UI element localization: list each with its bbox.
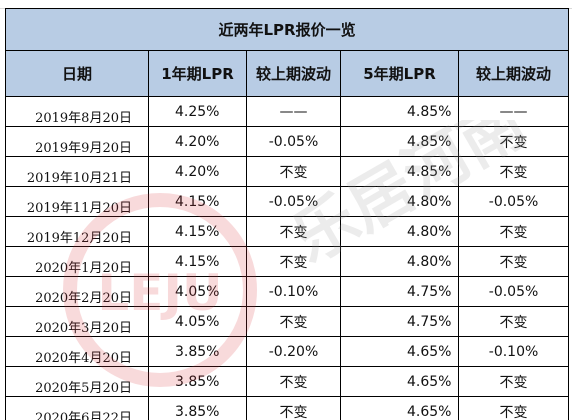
lpr-1y-cell: 3.85% bbox=[148, 366, 247, 397]
header-row: 日期 1年期LPR 较上期波动 5年期LPR 较上期波动 bbox=[5, 50, 570, 97]
lpr-1y-cell: 4.15% bbox=[148, 246, 247, 277]
lpr-1y-cell: 4.05% bbox=[148, 276, 247, 307]
change-5y-cell: -0.10% bbox=[457, 336, 570, 367]
change-5y-cell: -0.05% bbox=[457, 276, 570, 307]
lpr-5y-cell: 4.85% bbox=[340, 126, 459, 157]
lpr-1y-cell: 3.85% bbox=[148, 396, 247, 420]
date-cell: 2019年12月20日 bbox=[5, 216, 149, 247]
date-cell: 2020年4月20日 bbox=[5, 336, 149, 367]
change-5y-cell: 不变 bbox=[457, 366, 570, 397]
change-5y-cell: 不变 bbox=[457, 246, 570, 277]
table-title: 近两年LPR报价一览 bbox=[4, 8, 570, 51]
date-cell: 2019年9月20日 bbox=[5, 126, 149, 157]
change-1y-cell: -0.10% bbox=[246, 276, 341, 307]
change-5y-cell: 不变 bbox=[457, 126, 570, 157]
lpr-1y-cell: 4.20% bbox=[148, 156, 247, 187]
date-cell: 2020年3月20日 bbox=[5, 306, 149, 337]
table-row: 2020年1月20日 4.15% 不变 4.80% 不变 bbox=[5, 246, 570, 277]
header-1y-change: 较上期波动 bbox=[246, 50, 341, 97]
date-cell: 2019年11月20日 bbox=[5, 186, 149, 217]
table-row: 2020年6月22日 3.85% 不变 4.65% 不变 bbox=[5, 396, 570, 420]
change-1y-cell: -0.05% bbox=[246, 186, 341, 217]
lpr-5y-cell: 4.80% bbox=[340, 216, 459, 247]
change-5y-cell: 不变 bbox=[457, 306, 570, 337]
table-row: 2020年3月20日 4.05% 不变 4.75% 不变 bbox=[5, 306, 570, 337]
table-row: 2019年12月20日 4.15% 不变 4.80% 不变 bbox=[5, 216, 570, 247]
lpr-5y-cell: 4.75% bbox=[340, 276, 459, 307]
lpr-5y-cell: 4.65% bbox=[340, 366, 459, 397]
lpr-5y-cell: 4.85% bbox=[340, 96, 459, 127]
change-5y-cell: 不变 bbox=[457, 216, 570, 247]
header-5y-lpr: 5年期LPR bbox=[340, 50, 459, 97]
lpr-1y-cell: 4.25% bbox=[148, 96, 247, 127]
lpr-1y-cell: 3.85% bbox=[148, 336, 247, 367]
date-cell: 2019年10月21日 bbox=[5, 156, 149, 187]
table-row: 2019年9月20日 4.20% -0.05% 4.85% 不变 bbox=[5, 126, 570, 157]
lpr-5y-cell: 4.80% bbox=[340, 186, 459, 217]
date-cell: 2020年5月20日 bbox=[5, 366, 149, 397]
table-row: 2019年8月20日 4.25% —— 4.85% —— bbox=[5, 96, 570, 127]
lpr-5y-cell: 4.85% bbox=[340, 156, 459, 187]
change-1y-cell: 不变 bbox=[246, 306, 341, 337]
change-5y-cell: 不变 bbox=[457, 156, 570, 187]
lpr-5y-cell: 4.65% bbox=[340, 336, 459, 367]
table-row: 2019年10月21日 4.20% 不变 4.85% 不变 bbox=[5, 156, 570, 187]
date-cell: 2019年8月20日 bbox=[5, 96, 149, 127]
lpr-5y-cell: 4.80% bbox=[340, 246, 459, 277]
date-cell: 2020年6月22日 bbox=[5, 396, 149, 420]
date-cell: 2020年2月20日 bbox=[5, 276, 149, 307]
change-1y-cell: 不变 bbox=[246, 246, 341, 277]
change-1y-cell: 不变 bbox=[246, 216, 341, 247]
change-1y-cell: -0.20% bbox=[246, 336, 341, 367]
change-1y-cell: 不变 bbox=[246, 156, 341, 187]
header-5y-change: 较上期波动 bbox=[457, 50, 570, 97]
table-row: 2019年11月20日 4.15% -0.05% 4.80% -0.05% bbox=[5, 186, 570, 217]
change-5y-cell: —— bbox=[457, 96, 570, 127]
change-5y-cell: -0.05% bbox=[457, 186, 570, 217]
lpr-1y-cell: 4.15% bbox=[148, 186, 247, 217]
change-1y-cell: -0.05% bbox=[246, 126, 341, 157]
lpr-1y-cell: 4.20% bbox=[148, 126, 247, 157]
change-1y-cell: —— bbox=[246, 96, 341, 127]
lpr-5y-cell: 4.75% bbox=[340, 306, 459, 337]
lpr-1y-cell: 4.05% bbox=[148, 306, 247, 337]
table-row: 2020年4月20日 3.85% -0.20% 4.65% -0.10% bbox=[5, 336, 570, 367]
change-1y-cell: 不变 bbox=[246, 366, 341, 397]
change-5y-cell: 不变 bbox=[457, 396, 570, 420]
lpr-table: 近两年LPR报价一览 日期 1年期LPR 较上期波动 5年期LPR 较上期波动 … bbox=[4, 8, 570, 420]
date-cell: 2020年1月20日 bbox=[5, 246, 149, 277]
lpr-5y-cell: 4.65% bbox=[340, 396, 459, 420]
header-1y-lpr: 1年期LPR bbox=[148, 50, 247, 97]
change-1y-cell: 不变 bbox=[246, 396, 341, 420]
table-row: 2020年5月20日 3.85% 不变 4.65% 不变 bbox=[5, 366, 570, 397]
table-row: 2020年2月20日 4.05% -0.10% 4.75% -0.05% bbox=[5, 276, 570, 307]
lpr-1y-cell: 4.15% bbox=[148, 216, 247, 247]
header-date: 日期 bbox=[5, 50, 149, 97]
